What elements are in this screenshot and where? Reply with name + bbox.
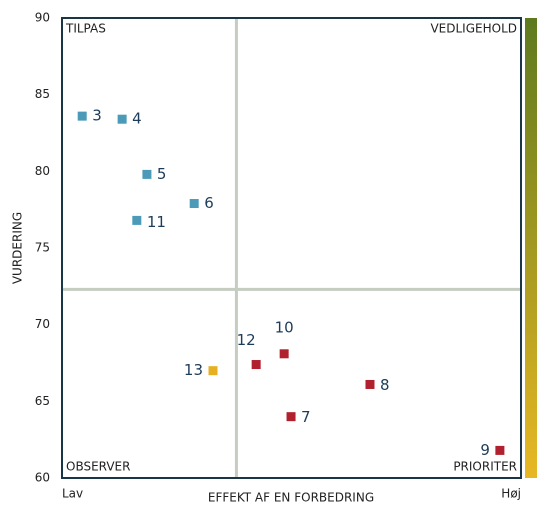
- point-label: 13: [184, 361, 203, 379]
- point: [188, 198, 200, 210]
- point-label: 11: [147, 213, 166, 231]
- point: [131, 214, 143, 226]
- point: [364, 378, 376, 390]
- quadrant-label: PRIORITER: [453, 460, 517, 474]
- y-tick-label: 80: [35, 164, 50, 178]
- quadrant-label: TILPAS: [65, 22, 106, 36]
- point-label: 7: [301, 408, 311, 426]
- point-label: 9: [480, 441, 490, 459]
- y-tick-label: 70: [35, 317, 50, 331]
- x-low-label: Lav: [62, 487, 83, 501]
- point: [278, 348, 290, 360]
- x-axis-label: EFFEKT AF EN FORBEDRING: [208, 491, 374, 505]
- y-tick-label: 60: [35, 471, 50, 485]
- point: [207, 365, 219, 377]
- color-scale: [525, 18, 537, 478]
- point-label: 8: [380, 376, 390, 394]
- point-label: 6: [204, 194, 214, 212]
- point: [141, 168, 153, 180]
- point: [494, 444, 506, 456]
- point: [76, 110, 88, 122]
- quadrant-label: OBSERVER: [66, 460, 130, 474]
- point-label: 4: [132, 110, 142, 128]
- x-high-label: Høj: [501, 487, 521, 501]
- point: [250, 359, 262, 371]
- y-tick-label: 85: [35, 87, 50, 101]
- y-axis-label: VURDERING: [11, 212, 25, 284]
- point-label: 5: [157, 165, 167, 183]
- point: [285, 411, 297, 423]
- plot-frame: [61, 17, 522, 479]
- point-label: 10: [275, 318, 294, 336]
- point: [116, 113, 128, 125]
- point-label: 12: [237, 331, 256, 349]
- y-tick-label: 75: [35, 241, 50, 255]
- quadrant-label: VEDLIGEHOLD: [430, 22, 517, 36]
- y-tick-label: 90: [35, 11, 50, 25]
- y-tick-label: 65: [35, 394, 50, 408]
- point-label: 3: [92, 107, 102, 125]
